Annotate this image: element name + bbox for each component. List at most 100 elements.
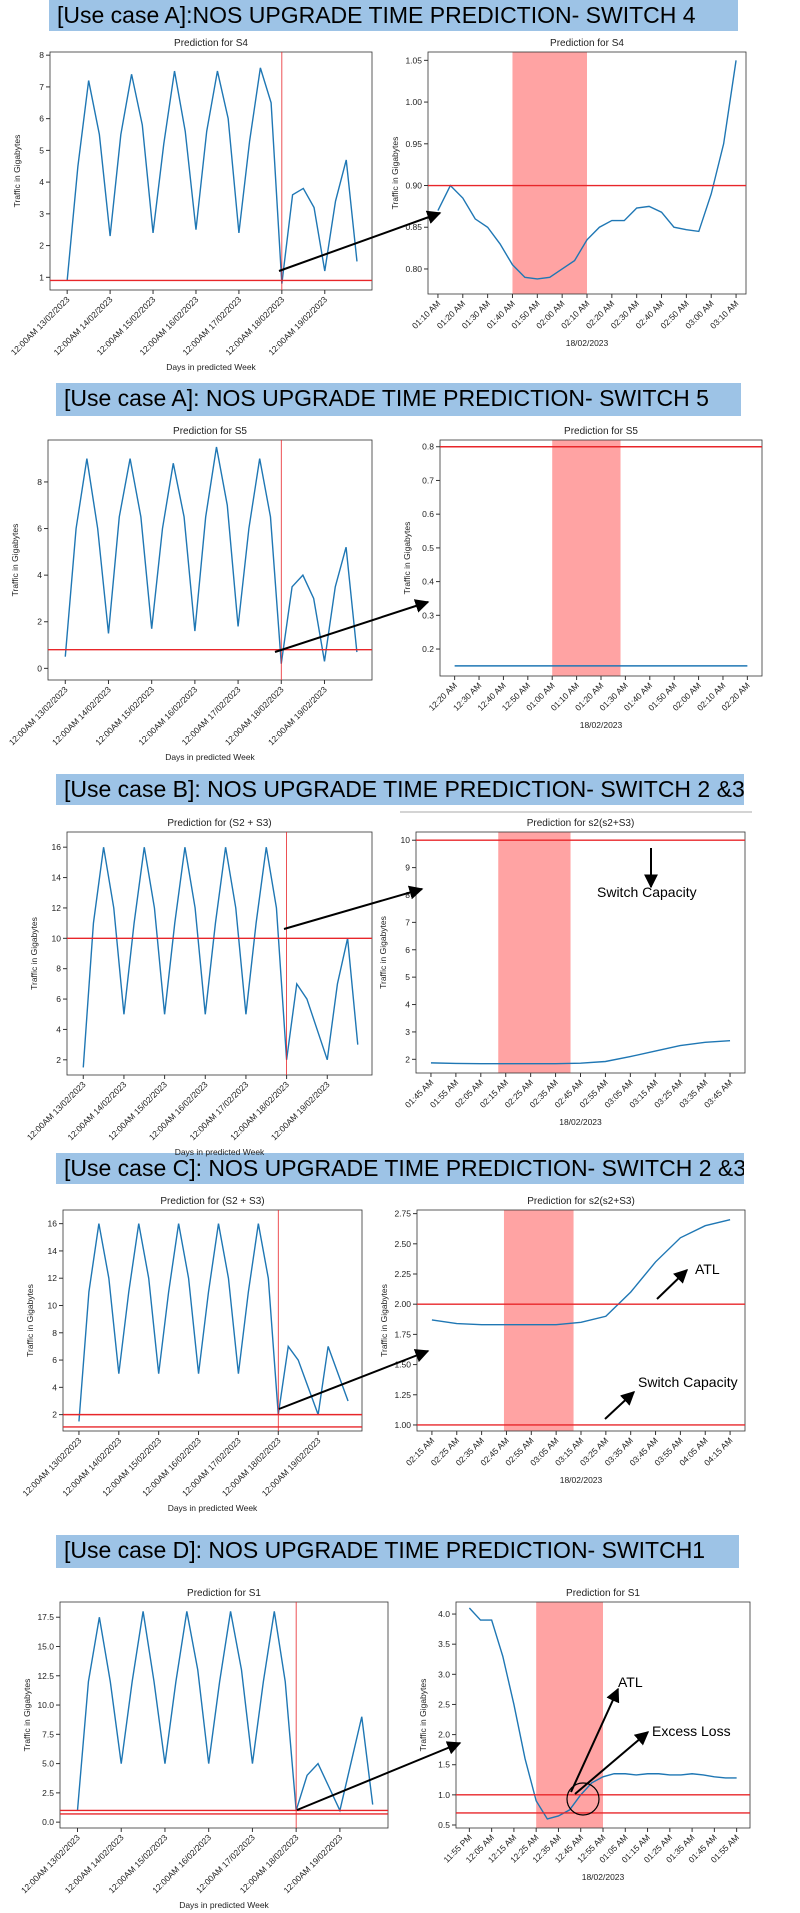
y-tick-label: 2 (39, 241, 44, 251)
y-tick-label: 0.85 (405, 222, 422, 232)
arrow (283, 885, 424, 930)
y-tick-label: 4 (52, 1382, 57, 1392)
y-tick-label: 2 (37, 617, 42, 627)
y-tick-label: 2.50 (394, 1239, 411, 1249)
plot-frame (62, 1209, 363, 1432)
y-tick-label: 2 (52, 1410, 57, 1420)
y-tick-label: 8 (52, 1328, 57, 1338)
highlight-span (503, 1210, 574, 1431)
highlight-span (498, 832, 571, 1073)
y-axis-label: Traffic in Gigabytes (390, 137, 400, 210)
x-axis-label: 18/02/2023 (580, 720, 623, 730)
y-tick-label: 1.0 (438, 1790, 450, 1800)
y-tick-label: 6 (37, 524, 42, 534)
chart-title: Prediction for (S2 + S3) (167, 818, 271, 829)
y-tick-label: 17.5 (37, 1612, 54, 1622)
y-axis-label: Traffic in Gigabytes (10, 524, 20, 597)
plot-frame (47, 439, 373, 681)
y-tick-label: 5 (405, 972, 410, 982)
section-heading: [Use case A]: NOS UPGRADE TIME PREDICTIO… (56, 383, 741, 416)
x-axis-label: 18/02/2023 (559, 1117, 602, 1127)
series-line (82, 847, 359, 1068)
y-tick-label: 5 (39, 145, 44, 155)
section-heading: [Use case C]: NOS UPGRADE TIME PREDICTIO… (56, 1153, 744, 1184)
section-heading: [Use case D]: NOS UPGRADE TIME PREDICTIO… (56, 1535, 739, 1568)
chart-title: Prediction for s2(s2+S3) (527, 1196, 635, 1207)
y-tick-label: 0 (37, 663, 42, 673)
chart-title: Prediction for S5 (564, 426, 638, 437)
series-line (431, 1218, 731, 1326)
section-heading: [Use case A]:NOS UPGRADE TIME PREDICTION… (49, 0, 738, 31)
highlight-span (552, 440, 621, 676)
y-tick-label: 3 (405, 1027, 410, 1037)
y-tick-label: 10 (401, 835, 411, 845)
x-axis-label: Days in predicted Week (168, 1503, 258, 1513)
y-tick-label: 0.90 (405, 181, 422, 191)
series-line (66, 67, 358, 284)
y-tick-label: 2.5 (438, 1699, 450, 1709)
chart-title: Prediction for S5 (173, 426, 247, 437)
y-tick-label: 0.7 (422, 475, 434, 485)
series-line (78, 1223, 349, 1422)
y-tick-label: 3 (39, 209, 44, 219)
y-tick-label: 1.25 (394, 1390, 411, 1400)
y-axis-label: Traffic in Gigabytes (378, 916, 388, 989)
y-tick-label: 0.95 (405, 139, 422, 149)
arrow (278, 210, 442, 272)
y-tick-label: 6 (405, 945, 410, 955)
y-tick-label: 12.5 (37, 1671, 54, 1681)
y-tick-label: 5.0 (42, 1759, 54, 1769)
y-tick-label: 12 (52, 903, 62, 913)
y-tick-label: 0.0 (42, 1817, 54, 1827)
chart-title: Prediction for S1 (566, 1588, 640, 1599)
plot-frame (66, 831, 373, 1076)
y-tick-label: 1.75 (394, 1329, 411, 1339)
chart-title: Prediction for (S2 + S3) (160, 1196, 264, 1207)
arrow (274, 599, 430, 653)
y-tick-label: 0.5 (422, 543, 434, 553)
y-axis-label: Traffic in Gigabytes (379, 1284, 389, 1357)
y-tick-label: 7 (39, 82, 44, 92)
y-tick-label: 1.05 (405, 55, 422, 65)
y-tick-label: 1 (39, 272, 44, 282)
y-tick-label: 14 (52, 873, 62, 883)
x-axis-label: Days in predicted Week (175, 1147, 265, 1157)
y-tick-label: 10 (52, 933, 62, 943)
x-axis-label: Days in predicted Week (179, 1900, 269, 1910)
y-tick-label: 0.6 (422, 509, 434, 519)
series-line (430, 1039, 731, 1065)
chart-title: Prediction for S4 (174, 38, 248, 49)
y-axis-label: Traffic in Gigabytes (22, 1679, 32, 1752)
y-tick-label: 4 (56, 1024, 61, 1034)
y-tick-label: 9 (405, 863, 410, 873)
y-tick-label: 2.00 (394, 1299, 411, 1309)
series-line (76, 1611, 374, 1813)
y-tick-label: 2 (405, 1054, 410, 1064)
y-tick-label: 2.25 (394, 1269, 411, 1279)
y-tick-label: 0.8 (422, 442, 434, 452)
arrow (278, 1349, 430, 1410)
y-tick-label: 3.0 (438, 1669, 450, 1679)
y-tick-label: 8 (37, 477, 42, 487)
arrow (656, 1269, 689, 1300)
y-axis-label: Traffic in Gigabytes (12, 135, 22, 208)
y-axis-label: Traffic in Gigabytes (402, 522, 412, 595)
annotation: Excess Loss (652, 1723, 731, 1739)
y-axis-label: Traffic in Gigabytes (29, 917, 39, 990)
plot-frame (59, 1601, 389, 1829)
x-axis-label: Days in predicted Week (165, 752, 255, 762)
y-tick-label: 6 (52, 1355, 57, 1365)
y-tick-label: 6 (39, 114, 44, 124)
y-tick-label: 16 (48, 1219, 58, 1229)
series-line (437, 60, 737, 280)
y-tick-label: 15.0 (37, 1641, 54, 1651)
arrow (296, 1741, 462, 1811)
highlight-span (536, 1602, 603, 1828)
y-tick-label: 1.00 (394, 1420, 411, 1430)
plot-frame (49, 51, 373, 291)
y-tick-label: 14 (48, 1246, 58, 1256)
y-tick-label: 4 (405, 1000, 410, 1010)
y-tick-label: 0.3 (422, 610, 434, 620)
y-tick-label: 0.80 (405, 264, 422, 274)
